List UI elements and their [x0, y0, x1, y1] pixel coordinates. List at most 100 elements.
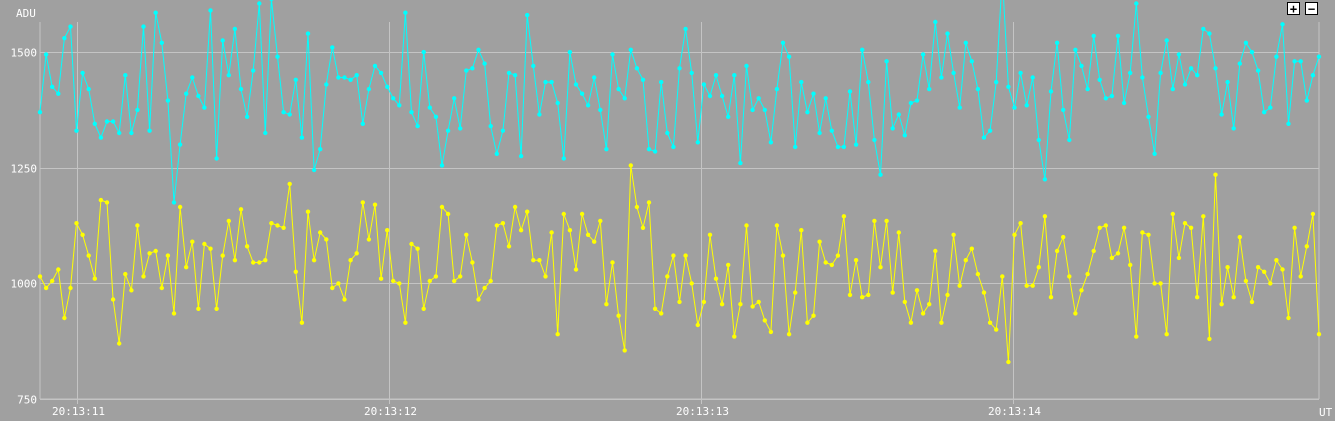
data-point — [92, 121, 98, 127]
data-point — [951, 232, 956, 237]
data-point — [318, 147, 323, 152]
data-point — [1316, 54, 1322, 59]
data-point — [330, 45, 335, 50]
data-point — [835, 253, 841, 258]
data-point — [257, 260, 262, 265]
data-point — [805, 320, 810, 325]
data-point — [415, 123, 420, 129]
data-point — [348, 258, 353, 263]
data-point — [579, 211, 585, 217]
data-point — [793, 290, 798, 295]
data-point — [1219, 112, 1224, 117]
data-point — [914, 288, 920, 293]
zoom-out-button[interactable]: − — [1305, 2, 1318, 15]
data-point — [184, 265, 189, 270]
data-point — [518, 228, 524, 233]
data-point — [244, 244, 250, 249]
data-point — [914, 98, 920, 103]
data-point — [884, 59, 889, 64]
data-point — [196, 93, 201, 99]
data-point — [494, 151, 499, 156]
data-point — [555, 100, 560, 106]
data-point — [1121, 100, 1127, 106]
data-point — [799, 228, 804, 233]
data-point — [238, 86, 244, 92]
zoom-in-button[interactable]: + — [1287, 2, 1300, 15]
data-point — [969, 246, 974, 251]
data-point — [1304, 98, 1310, 103]
data-point — [853, 258, 859, 263]
data-point — [543, 274, 548, 279]
data-point — [299, 135, 305, 140]
data-point — [780, 253, 786, 258]
data-point — [452, 96, 457, 101]
data-point — [1298, 59, 1303, 64]
data-point — [872, 137, 877, 143]
data-point — [750, 304, 755, 309]
data-point — [756, 299, 761, 305]
data-point — [896, 112, 901, 117]
data-point — [165, 253, 171, 258]
data-point — [1292, 225, 1297, 230]
data-point — [744, 63, 749, 69]
data-point — [305, 31, 311, 36]
data-point — [427, 105, 432, 110]
data-point — [1048, 295, 1054, 300]
data-point — [117, 341, 122, 346]
data-point — [1158, 281, 1163, 286]
data-point — [866, 79, 871, 85]
data-point — [238, 207, 244, 212]
data-point — [994, 79, 999, 85]
data-point — [902, 133, 907, 138]
data-point — [604, 147, 609, 152]
data-point — [372, 202, 378, 207]
data-point — [726, 114, 731, 120]
data-point — [933, 248, 938, 254]
data-point — [1225, 79, 1230, 85]
data-point — [391, 96, 396, 101]
data-point — [713, 276, 719, 281]
data-point — [719, 93, 725, 99]
data-point — [525, 12, 530, 18]
data-point — [1158, 70, 1163, 76]
series-line — [39, 0, 1320, 203]
data-point — [348, 77, 353, 83]
data-point — [561, 211, 566, 217]
data-point — [1255, 265, 1261, 270]
data-point — [37, 274, 43, 279]
data-point — [196, 306, 201, 311]
data-point — [86, 86, 91, 92]
data-point — [98, 135, 104, 140]
data-point — [811, 91, 816, 96]
data-point — [549, 230, 554, 235]
data-point — [531, 258, 536, 263]
data-point — [640, 77, 646, 83]
data-point — [1134, 334, 1139, 339]
data-point — [1012, 232, 1017, 237]
data-point — [208, 8, 213, 13]
data-point — [1195, 73, 1200, 78]
data-point — [1201, 214, 1206, 219]
data-point — [634, 66, 640, 71]
data-point — [1304, 244, 1310, 249]
data-point — [202, 105, 207, 110]
data-point — [945, 31, 950, 36]
data-point — [1280, 267, 1285, 272]
data-point — [378, 70, 384, 76]
data-point — [208, 246, 213, 251]
data-point — [908, 100, 914, 106]
x-tick-label: 20:13:14 — [988, 405, 1041, 418]
data-point — [263, 258, 268, 263]
data-point — [713, 73, 719, 78]
data-point — [610, 260, 615, 265]
data-point — [190, 75, 195, 80]
data-point — [391, 278, 396, 284]
data-point — [573, 267, 579, 272]
data-point — [1164, 38, 1169, 43]
data-point — [1079, 288, 1084, 293]
data-point — [117, 130, 122, 136]
data-point — [817, 130, 822, 136]
data-point — [171, 200, 177, 205]
data-point — [293, 77, 298, 83]
data-point — [847, 292, 853, 298]
